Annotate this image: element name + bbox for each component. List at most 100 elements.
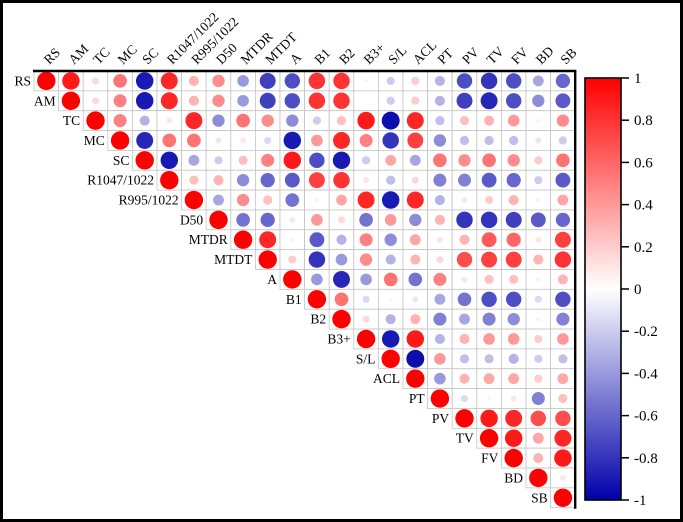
corr-circle-r1047-1022-tv: [481, 172, 497, 188]
corr-circle-mtdr-mtdr: [233, 230, 253, 249]
corr-circle-rs-b1: [308, 72, 326, 90]
corr-circle-mtdr-acl: [409, 234, 421, 246]
corr-circle-tc-mc: [113, 114, 127, 128]
corr-circle-am-b1: [308, 92, 326, 110]
corr-circle-s-l-tv: [484, 354, 494, 364]
corr-circle-mc-mc: [110, 131, 130, 150]
corr-circle-d50-d50: [209, 210, 228, 230]
colorbar-tick-label-0-2: 0.2: [634, 240, 653, 256]
corr-circle-am-fv: [506, 93, 522, 109]
corr-circle-r995-1022-pv: [461, 197, 468, 203]
corr-circle-r995-1022-mtdt: [263, 195, 273, 205]
corr-circle-tc-r995-1022: [185, 112, 203, 130]
corr-circle-a-pt: [433, 272, 447, 286]
corr-circle-tc-r1047-1022: [166, 117, 173, 124]
corr-circle-rs-b3-: [364, 78, 369, 83]
corr-circle-sc-mtdt: [261, 153, 275, 167]
corr-circle-r995-1022-s-l: [381, 191, 400, 209]
corr-circle-tv-sb: [554, 429, 572, 447]
row-label-tv: TV: [456, 431, 474, 446]
corr-circle-pt-pt: [430, 389, 450, 408]
colorbar-tick-label-0-8: 0.8: [634, 113, 653, 129]
corr-circle-b1-s-l: [388, 297, 393, 302]
corr-circle-b3--pv: [459, 333, 470, 345]
corr-circle-s-l-pv: [459, 354, 470, 364]
row-label-bd: BD: [504, 470, 523, 485]
corr-circle-tv-tv: [479, 429, 499, 448]
corr-circle-mtdt-pv: [456, 251, 473, 268]
corr-circle-mtdr-b1: [309, 232, 325, 248]
corr-circle-r1047-1022-mtdr: [236, 174, 250, 187]
row-label-a: A: [267, 272, 277, 287]
corr-circle-pv-sb: [555, 410, 571, 427]
corr-circle-b3--s-l: [381, 330, 400, 348]
corr-circle-d50-pv: [456, 211, 473, 229]
corr-circle-mtdt-tv: [481, 251, 498, 268]
corr-circle-mc-fv: [509, 135, 519, 146]
corr-circle-r1047-1022-b3-: [363, 177, 370, 184]
corr-circle-sc-sb: [556, 153, 570, 168]
row-label-b2: B2: [310, 312, 326, 327]
row-label-d50: D50: [180, 212, 203, 227]
corr-circle-r995-1022-mtdr: [236, 193, 250, 207]
corr-circle-rs-fv: [506, 73, 522, 89]
corr-circle-rs-mtdt: [259, 72, 276, 89]
corr-circle-tc-sc: [139, 115, 150, 126]
corr-circle-sc-d50: [214, 156, 223, 165]
corr-circle-sb-sb: [553, 488, 573, 507]
corr-circle-mc-d50: [215, 137, 222, 144]
corr-circle-b1-b1: [307, 290, 327, 309]
corr-circle-mc-b1: [311, 134, 323, 147]
corr-circle-sc-pt: [433, 153, 447, 168]
corr-circle-rs-mc: [113, 74, 127, 88]
corr-circle-am-pt: [434, 95, 445, 106]
colorbar-tick-label--0-6: -0.6: [634, 409, 658, 425]
corr-circle-acl-tv: [483, 373, 495, 385]
corr-circle-acl-fv: [508, 373, 520, 385]
corr-circle-a-a: [283, 270, 302, 289]
corr-circle-b1-pv: [457, 292, 472, 307]
corr-circle-am-pv: [456, 92, 473, 109]
row-label-mtdt: MTDT: [214, 252, 253, 267]
corr-circle-am-r1047-1022: [160, 92, 178, 110]
corr-circle-rs-sc: [135, 72, 154, 90]
corr-circle-rs-acl: [411, 76, 420, 86]
corr-circle-mc-b2: [333, 131, 350, 149]
corr-circle-mc-s-l: [382, 132, 399, 149]
corr-circle-s-l-sb: [558, 354, 568, 364]
corr-circle-am-tc: [91, 97, 100, 105]
row-label-r1047-1022: R1047/1022: [87, 173, 154, 188]
corr-circle-a-pv: [461, 276, 468, 283]
corr-cell-am-b3-: [353, 90, 379, 112]
corr-circle-tc-sb: [556, 114, 570, 127]
corr-circle-mc-b3-: [359, 133, 373, 147]
corr-circle-r1047-1022-a: [284, 172, 300, 188]
corr-circle-am-bd: [532, 94, 545, 107]
row-label-b1: B1: [286, 292, 302, 307]
corr-circle-tv-bd: [532, 432, 544, 444]
corr-circle-d50-b2: [337, 216, 346, 224]
corr-circle-tc-pv: [459, 116, 470, 126]
corr-circle-pt-sb: [558, 393, 568, 404]
corr-circle-b2-pv: [459, 313, 470, 325]
corr-circle-r1047-1022-s-l: [386, 175, 396, 185]
row-label-pt: PT: [409, 391, 426, 406]
corr-circle-sc-bd: [534, 156, 543, 165]
corr-circle-tc-tv: [484, 115, 495, 126]
corr-circle-am-d50: [212, 94, 225, 107]
corr-circle-r1047-1022-sb: [555, 172, 571, 188]
corr-circle-mtdt-pt: [436, 256, 444, 264]
corr-circle-tv-fv: [504, 429, 523, 447]
corr-circle-tc-s-l: [381, 111, 400, 130]
corr-circle-sc-pv: [458, 154, 471, 167]
corr-circle-mtdr-pv: [459, 234, 470, 245]
corr-circle-mc-sc: [136, 131, 154, 149]
corr-circle-mtdt-bd: [533, 254, 544, 265]
colorbar-tick-label-0: 0: [634, 282, 642, 298]
corr-circle-mc-mtdr: [240, 137, 247, 144]
corr-circle-am-sc: [135, 92, 154, 110]
corr-circle-am-a: [284, 93, 300, 109]
colorbar-tick-label-0-6: 0.6: [634, 155, 653, 171]
corr-circle-r1047-1022-pt: [433, 173, 447, 187]
